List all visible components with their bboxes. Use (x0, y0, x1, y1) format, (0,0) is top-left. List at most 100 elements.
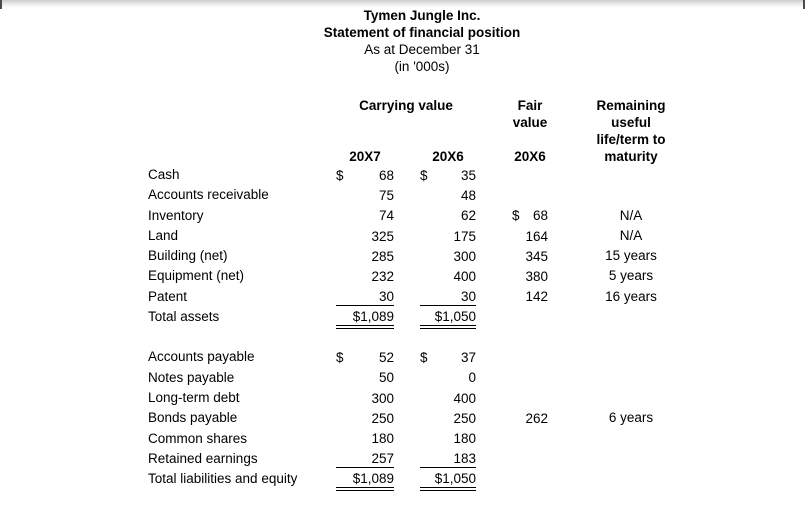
carrying-20x7-value: 232 (336, 268, 394, 285)
carrying-20x6-value: 175 (420, 228, 476, 245)
row-label: Notes payable (148, 369, 235, 385)
carrying-20x7-value: 30 (336, 288, 394, 306)
amount: $1,089 (352, 471, 394, 487)
amount: 48 (460, 187, 476, 203)
amount: 35 (460, 167, 476, 183)
carrying-20x6-value: 400 (420, 390, 476, 407)
company-name: Tymen Jungle Inc. (363, 8, 481, 23)
column-spacer (394, 287, 420, 307)
remaining-life (566, 185, 696, 205)
carrying-20x7-value: $1,089 (336, 308, 394, 330)
column-spacer (476, 429, 512, 449)
column-spacer (548, 287, 566, 307)
row-label: Bonds payable (148, 410, 238, 426)
amount: 52 (378, 350, 394, 366)
remaining-life: N/A (619, 207, 643, 223)
carrying-20x6-value: 250 (420, 410, 476, 427)
column-spacer (476, 287, 512, 307)
remaining-life (566, 429, 696, 449)
row-label: Accounts receivable (148, 187, 269, 203)
carrying-20x6-value: 183 (420, 450, 476, 468)
table-header: Carrying value Fair value Remaining usef… (148, 97, 696, 165)
column-spacer (394, 368, 420, 388)
column-spacer (394, 429, 420, 449)
column-spacer (476, 449, 512, 469)
row-label: Patent (148, 288, 188, 304)
remaining-life: 6 years (608, 410, 654, 426)
group-header-row: Carrying value Fair value Remaining usef… (148, 97, 696, 148)
year-20x6-fair-header: 20X6 (514, 149, 546, 164)
currency-symbol: $ (420, 167, 428, 183)
carrying-20x6-value: 62 (420, 207, 476, 224)
column-spacer (548, 185, 566, 205)
table-row: Patent 30 30 142 16 years (148, 287, 696, 307)
row-label: Total liabilities and equity (148, 471, 298, 487)
amount: 30 (378, 288, 394, 304)
fair-value-20x6: 345 (512, 248, 548, 265)
column-spacer (476, 347, 512, 367)
amount: 262 (525, 410, 548, 426)
carrying-20x7-value: 50 (336, 369, 394, 386)
carrying-20x7-value: $68 (336, 167, 394, 184)
table-row: Bonds payable 250 250 262 6 years (148, 408, 696, 428)
carrying-value-header: Carrying value (336, 97, 476, 148)
carrying-20x6-value: $1,050 (420, 470, 476, 492)
column-spacer (476, 148, 512, 165)
table-row: Notes payable 50 0 (148, 368, 696, 388)
column-spacer (548, 206, 566, 226)
row-label: Inventory (148, 207, 204, 223)
table-row: Inventory 74 62 $68 N/A (148, 206, 696, 226)
row-label: Building (net) (148, 248, 228, 264)
column-spacer (548, 368, 566, 388)
column-spacer (476, 246, 512, 266)
page-edge-tick-left (0, 0, 2, 9)
carrying-20x7-value: 250 (336, 410, 394, 427)
remaining-life: 15 years (605, 248, 657, 264)
table-row: Total liabilities and equity $1,089 $1,050 (148, 469, 696, 492)
statement-document: Tymen Jungle Inc. Statement of financial… (148, 7, 696, 492)
amount: 345 (525, 248, 548, 264)
column-spacer (394, 226, 420, 246)
carrying-20x7-value: $1,089 (336, 470, 394, 492)
row-label: Equipment (net) (148, 268, 245, 284)
amount: 75 (378, 187, 394, 203)
remaining-life: 5 years (608, 268, 654, 284)
carrying-20x6-value: 30 (420, 288, 476, 306)
table-row: Long-term debt 300 400 (148, 388, 696, 408)
column-spacer (548, 429, 566, 449)
column-spacer (548, 307, 566, 327)
column-spacer (394, 165, 420, 185)
year-20x6-carrying-header: 20X6 (432, 149, 464, 164)
column-spacer (394, 185, 420, 205)
carrying-20x7-value: 300 (336, 390, 394, 407)
currency-symbol: $ (336, 167, 344, 183)
column-spacer (548, 226, 566, 246)
column-spacer (394, 206, 420, 226)
amount: 74 (378, 208, 394, 224)
column-spacer (548, 266, 566, 286)
amount: 50 (378, 370, 394, 386)
row-label: Long-term debt (148, 389, 240, 405)
fair-value-20x6: 380 (512, 268, 548, 285)
amount: 68 (532, 208, 548, 224)
carrying-20x6-value: $35 (420, 167, 476, 184)
column-spacer (394, 347, 420, 367)
row-label: Cash (148, 167, 180, 182)
carrying-20x6-value: 400 (420, 268, 476, 285)
carrying-20x6-value: $1,050 (420, 308, 476, 330)
remaining-life (566, 449, 696, 469)
fair-value-20x6: 164 (512, 228, 548, 245)
column-spacer (394, 469, 420, 489)
row-label: Land (148, 227, 179, 243)
remaining-life-label-line2: useful (611, 115, 651, 130)
year-20x7-header: 20X7 (349, 149, 381, 164)
amount: 142 (525, 289, 548, 305)
statement-title: Statement of financial position (323, 25, 521, 40)
amount: $1,050 (434, 309, 476, 325)
column-spacer (548, 469, 566, 489)
column-spacer (394, 266, 420, 286)
remaining-life-header: Remaining useful life/term to (566, 97, 696, 148)
empty-header-cell (148, 148, 336, 165)
amount: $1,050 (434, 471, 476, 487)
column-spacer (476, 185, 512, 205)
